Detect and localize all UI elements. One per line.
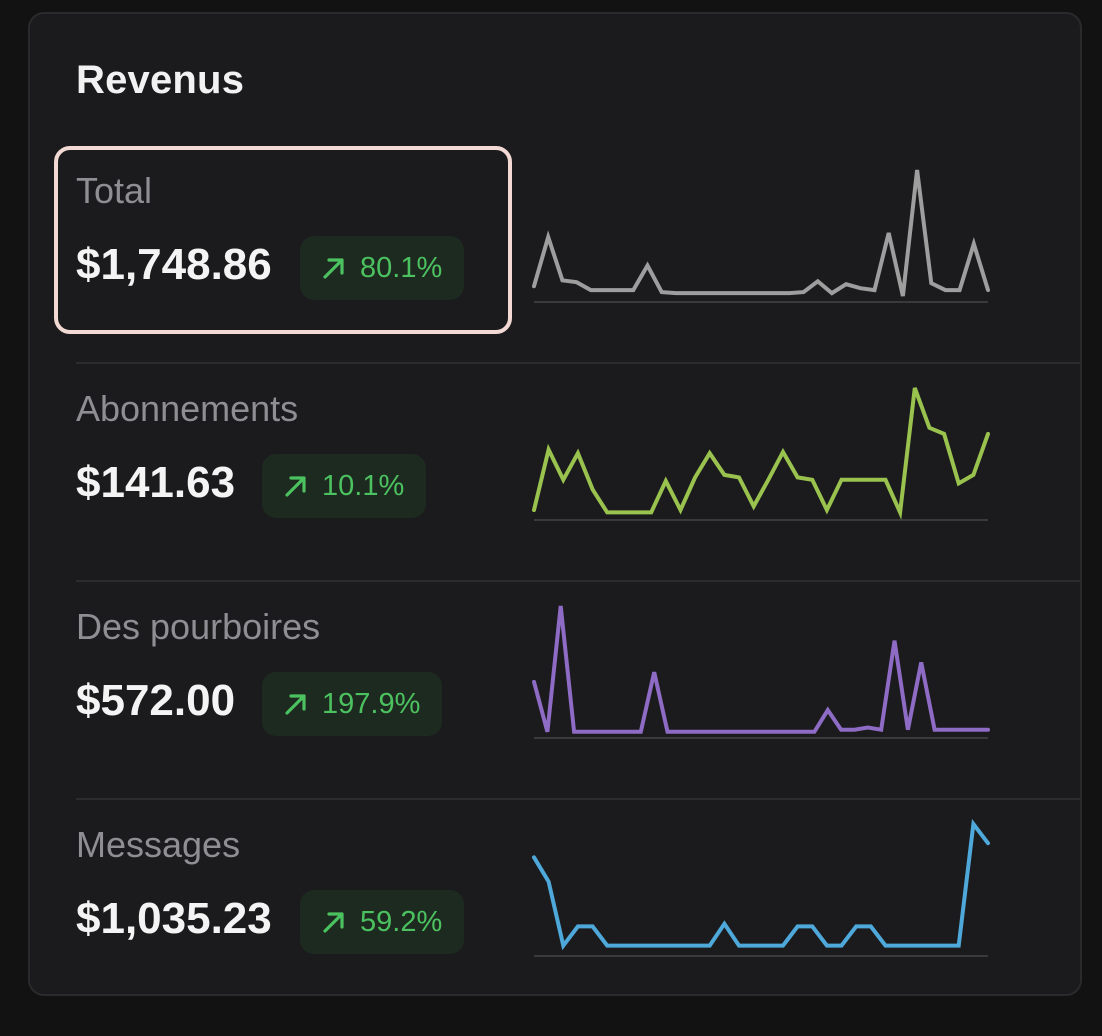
arrow-up-right-icon: [323, 912, 344, 933]
row-amount: $141.63: [76, 458, 236, 507]
row-amount: $1,035.23: [76, 894, 272, 943]
change-badge: 59.2%: [300, 890, 465, 954]
sparkline-messages: [532, 818, 990, 957]
card-title: Revenus: [76, 58, 245, 102]
revenue-card: Revenus Total $1,748.86 80.1% Abonnement…: [28, 12, 1082, 996]
arrow-up-right-icon: [285, 694, 306, 715]
row-label: Abonnements: [76, 388, 299, 429]
row-divider: [76, 580, 1080, 582]
change-badge: 10.1%: [262, 454, 427, 518]
row-divider: [76, 362, 1080, 364]
change-badge: 197.9%: [262, 672, 443, 736]
revenue-row-pourboires[interactable]: Des pourboires $572.00 197.9%: [30, 582, 1080, 800]
row-amount: $1,748.86: [76, 240, 272, 289]
sparkline-series: [532, 387, 990, 520]
row-label: Messages: [76, 824, 241, 865]
sparkline-series: [532, 605, 990, 734]
sparkline-series: [532, 169, 990, 297]
change-value: 80.1%: [360, 251, 443, 284]
row-divider: [76, 798, 1080, 800]
revenue-row-messages[interactable]: Messages $1,035.23 59.2%: [30, 800, 1080, 994]
row-amount: $572.00: [76, 676, 236, 725]
sparkline-series: [532, 818, 990, 951]
revenue-row-abonnements[interactable]: Abonnements $141.63 10.1%: [30, 364, 1080, 582]
arrow-up-right-icon: [323, 258, 344, 279]
revenue-row-total[interactable]: Total $1,748.86 80.1%: [30, 146, 1080, 364]
arrow-up-right-icon: [285, 476, 306, 497]
row-label: Total: [76, 170, 153, 211]
change-value: 59.2%: [360, 905, 443, 938]
change-value: 10.1%: [322, 469, 405, 502]
sparkline-total: [532, 169, 990, 303]
row-label: Des pourboires: [76, 606, 321, 647]
change-badge: 80.1%: [300, 236, 465, 300]
sparkline-abonnements: [532, 387, 990, 521]
sparkline-pourboires: [532, 605, 990, 739]
change-value: 197.9%: [322, 687, 421, 720]
